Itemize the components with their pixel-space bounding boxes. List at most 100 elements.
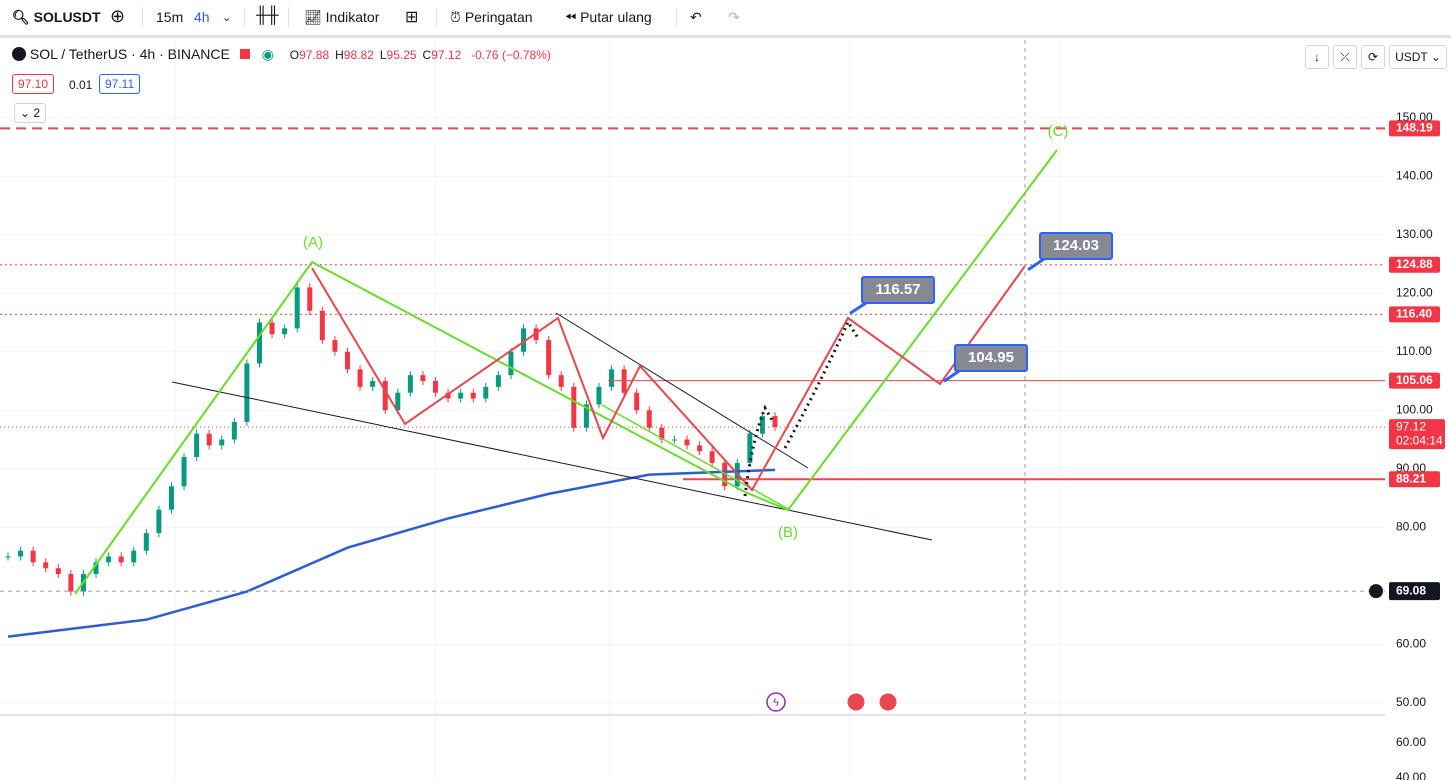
y-tick-label: 120.00	[1396, 285, 1433, 299]
bid[interactable]: 97.10	[12, 74, 55, 94]
ohlc-value: 95.25	[386, 48, 417, 62]
undo[interactable]: ↶	[690, 9, 702, 25]
redo[interactable]: ↷	[728, 9, 740, 25]
ask[interactable]: 97.11	[99, 74, 141, 94]
y-tick-label: 130.00	[1396, 227, 1433, 241]
annotation-label: 116.57	[875, 281, 920, 298]
candle	[596, 386, 602, 405]
candle	[244, 363, 250, 422]
candle	[294, 287, 300, 329]
status-dot: ◉	[261, 46, 274, 62]
countdown: 02:04:14	[1396, 433, 1443, 447]
candle	[55, 568, 61, 575]
collapse-count: 2	[33, 106, 41, 120]
price-tag-label: 116.40	[1396, 307, 1432, 321]
candle	[43, 562, 49, 569]
trend-line	[171, 381, 933, 541]
legend-title: SOL / TetherUS · 4h · BINANCE	[29, 46, 230, 62]
zigzag	[311, 265, 1026, 492]
candle	[709, 451, 715, 463]
y-tick-label: 60.00	[1396, 636, 1426, 650]
candle	[106, 556, 112, 563]
chart-background	[0, 38, 1451, 780]
btn-down[interactable]: ↓	[1305, 45, 1329, 69]
price-tag	[1389, 306, 1440, 323]
candle	[684, 439, 690, 446]
price-tag	[1389, 471, 1440, 488]
candle	[470, 392, 476, 399]
btn-collapse[interactable]: ⤫	[1333, 45, 1357, 69]
add-symbol[interactable]: ⊕	[110, 6, 126, 26]
y-tick-label: 80.00	[1396, 519, 1426, 533]
interval[interactable]: 15m	[156, 9, 184, 25]
candle	[332, 340, 338, 352]
interval-menu[interactable]: ⌄	[222, 12, 232, 24]
annotation-box	[861, 276, 935, 304]
price-tag	[1389, 256, 1440, 273]
ohlc-key: H	[335, 48, 344, 62]
candle	[156, 509, 162, 534]
candle	[659, 427, 665, 440]
annotation-box	[954, 344, 1028, 372]
candle	[407, 375, 413, 393]
candle	[772, 416, 778, 428]
candle	[93, 562, 99, 575]
candle	[269, 322, 275, 335]
trend-line	[555, 312, 809, 469]
interval[interactable]: 4h	[194, 9, 210, 25]
candle	[445, 392, 451, 399]
separator	[142, 7, 143, 27]
candle	[671, 439, 677, 441]
chart-type[interactable]: ╫╫	[256, 7, 279, 24]
replay-label: Putar ulang	[580, 9, 652, 25]
y-tick-label: 100.00	[1396, 402, 1433, 416]
chart: ϟ 150.00140.00130.00120.00110.00100.0090…	[0, 38, 1451, 780]
crosshair-label: 69.08	[1396, 583, 1426, 597]
candle	[307, 287, 313, 311]
event-glyph: ϟ	[773, 697, 779, 709]
candle	[370, 381, 376, 387]
btn-refresh[interactable]: ⟳	[1361, 45, 1385, 69]
event-icon[interactable]	[846, 692, 866, 712]
legend: SOL / TetherUS · 4h · BINANCE ◉ O97.88 H9…	[12, 46, 551, 63]
dotted-path	[743, 404, 774, 497]
candle	[420, 375, 426, 382]
alerts[interactable]: ⏰︎ Peringatan	[450, 9, 533, 25]
y-tick-label: 50.00	[1396, 695, 1426, 709]
price-tag-label: 105.06	[1396, 373, 1433, 387]
last-price-tag	[1389, 419, 1445, 450]
layouts[interactable]: ⊞	[405, 9, 419, 26]
candle	[357, 369, 363, 387]
candle	[759, 416, 765, 434]
annotation-label: 104.95	[968, 349, 1014, 366]
event-icons: ϟ	[766, 692, 898, 712]
dotted-path	[783, 318, 860, 449]
symbol-search[interactable]: 🔍︎ SOLUSDT	[12, 9, 101, 25]
candle	[231, 421, 237, 440]
candle	[458, 392, 464, 399]
price-tag	[1389, 372, 1440, 389]
annotation-leader	[849, 301, 867, 315]
indicators[interactable]: 📈︎ Indikator	[304, 9, 380, 25]
candle	[282, 328, 288, 335]
candle	[508, 351, 514, 376]
collapse[interactable]: ⌄ 2	[14, 103, 47, 123]
price-tag-label: 148.19	[1396, 121, 1433, 135]
event-icon[interactable]	[878, 692, 898, 712]
drawings	[74, 149, 1058, 595]
ohlc-value: 97.12	[431, 48, 462, 62]
event-icon[interactable]	[766, 692, 786, 712]
wave-line	[74, 149, 1058, 595]
crosshair-tag	[1389, 582, 1440, 601]
y-tick-label: 110.00	[1396, 344, 1432, 358]
last-price-label: 97.12	[1396, 419, 1426, 433]
replay[interactable]: ⏪︎ Putar ulang	[565, 9, 652, 25]
candle	[521, 328, 527, 352]
separator	[676, 7, 677, 27]
currency-select[interactable]: USDT ⌄	[1389, 45, 1447, 69]
candle	[395, 392, 401, 411]
spread: 0.01	[69, 78, 93, 92]
separator	[436, 7, 437, 27]
ohlc-key: C	[422, 48, 432, 62]
candle	[143, 533, 149, 551]
